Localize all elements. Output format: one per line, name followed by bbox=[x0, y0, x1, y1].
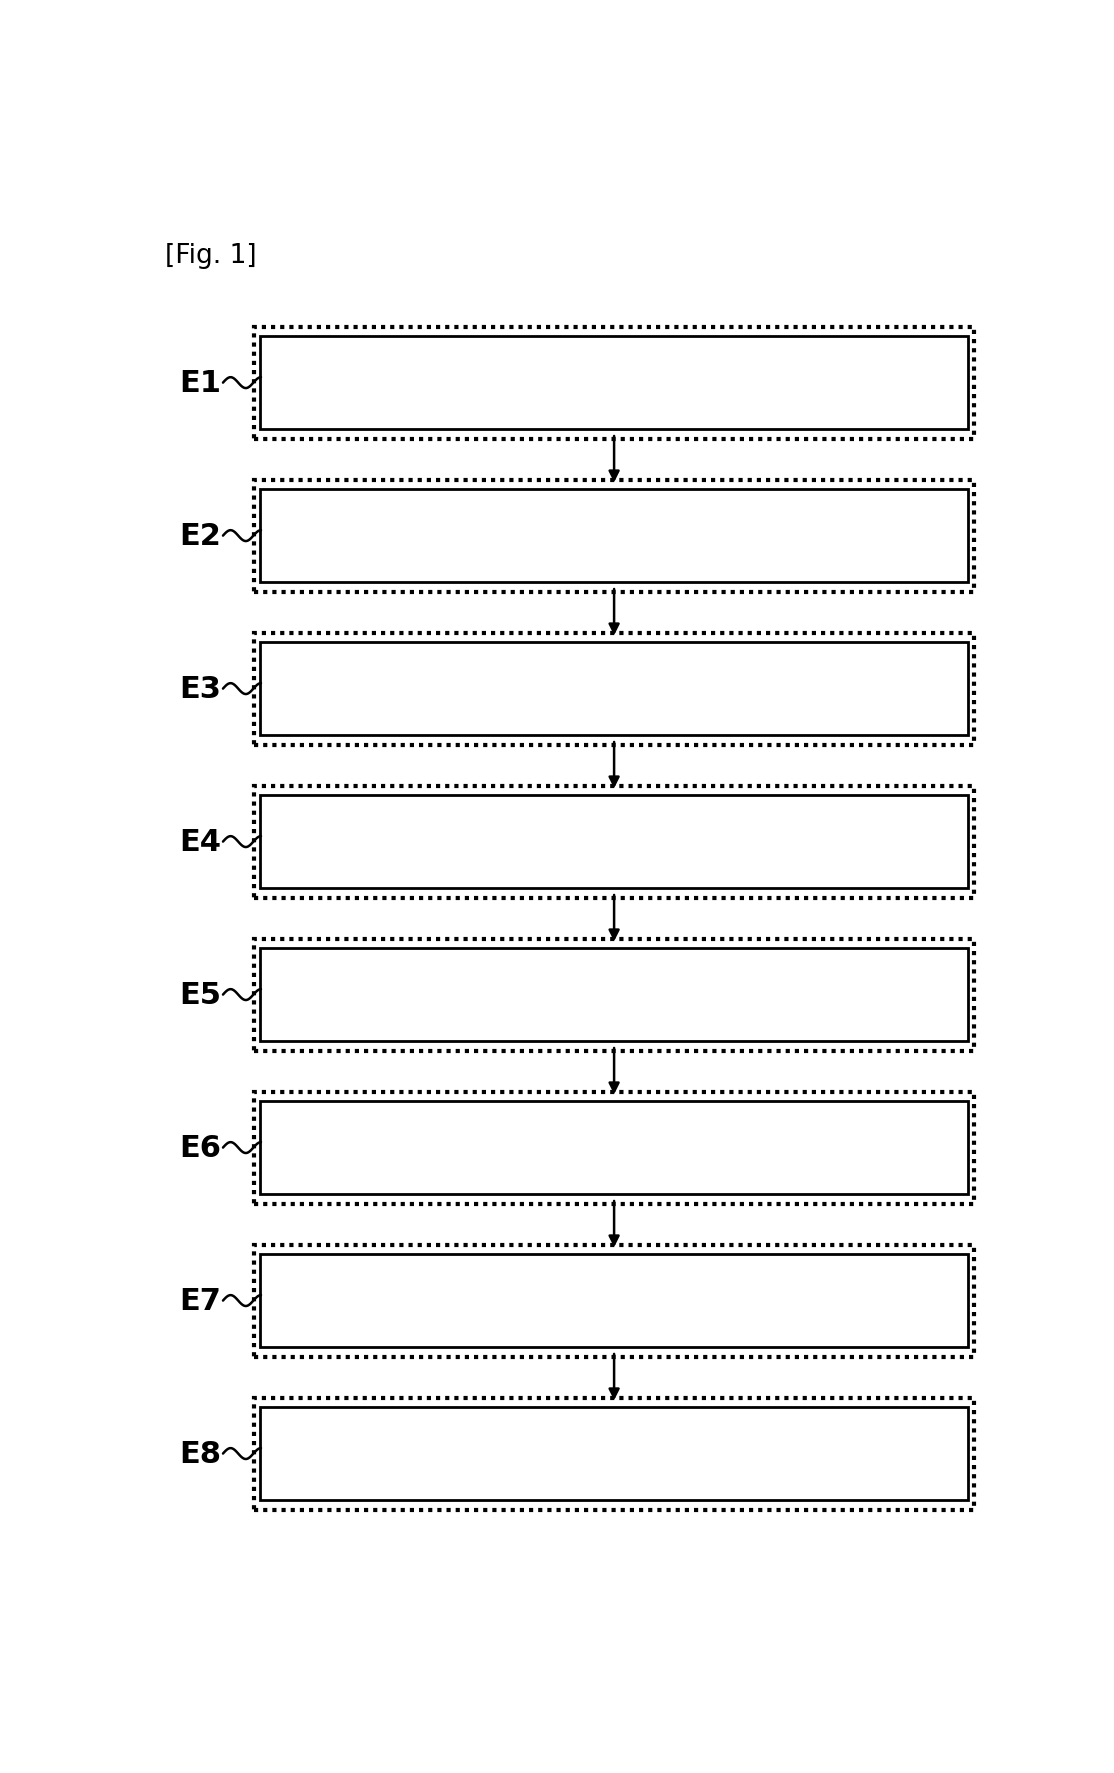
Bar bbox=[254, 633, 974, 745]
Bar bbox=[261, 949, 968, 1041]
Text: FINISHING MACHINING: FINISHING MACHINING bbox=[463, 1441, 765, 1466]
Text: MANUFACTURING A CERAMIC MOULD: MANUFACTURING A CERAMIC MOULD bbox=[369, 525, 859, 548]
Text: INSERTING THE SINGLE-CRYSTAL SEED: INSERTING THE SINGLE-CRYSTAL SEED bbox=[359, 830, 869, 855]
Bar bbox=[254, 1245, 974, 1356]
Text: E7: E7 bbox=[179, 1287, 222, 1316]
Text: CASTING THE MOLTEN METAL: CASTING THE MOLTEN METAL bbox=[421, 982, 808, 1007]
Bar bbox=[261, 1255, 968, 1347]
Text: E4: E4 bbox=[179, 828, 222, 856]
Bar bbox=[261, 1101, 968, 1195]
Text: E6: E6 bbox=[179, 1133, 222, 1163]
Text: E5: E5 bbox=[179, 980, 222, 1009]
Text: E3: E3 bbox=[179, 676, 222, 704]
Bar bbox=[254, 1092, 974, 1204]
Bar bbox=[261, 796, 968, 888]
Text: E1: E1 bbox=[179, 369, 222, 397]
Text: DIRECTIONAL SOLIDIFICATION: DIRECTIONAL SOLIDIFICATION bbox=[414, 1136, 813, 1160]
Text: OBTAINING A WAX MODEL: OBTAINING A WAX MODEL bbox=[441, 371, 786, 395]
Bar bbox=[254, 328, 974, 440]
Text: E2: E2 bbox=[179, 521, 222, 551]
Text: [Fig. 1]: [Fig. 1] bbox=[165, 243, 256, 269]
Bar bbox=[261, 644, 968, 736]
Bar bbox=[261, 337, 968, 429]
Bar bbox=[261, 489, 968, 583]
Bar bbox=[254, 785, 974, 899]
Bar bbox=[254, 940, 974, 1051]
Bar bbox=[254, 480, 974, 592]
Text: DEWAXING: DEWAXING bbox=[541, 677, 686, 700]
Text: STRIPPING: STRIPPING bbox=[543, 1289, 685, 1312]
Bar bbox=[254, 1397, 974, 1511]
Text: E8: E8 bbox=[179, 1440, 222, 1468]
Bar bbox=[261, 1408, 968, 1500]
